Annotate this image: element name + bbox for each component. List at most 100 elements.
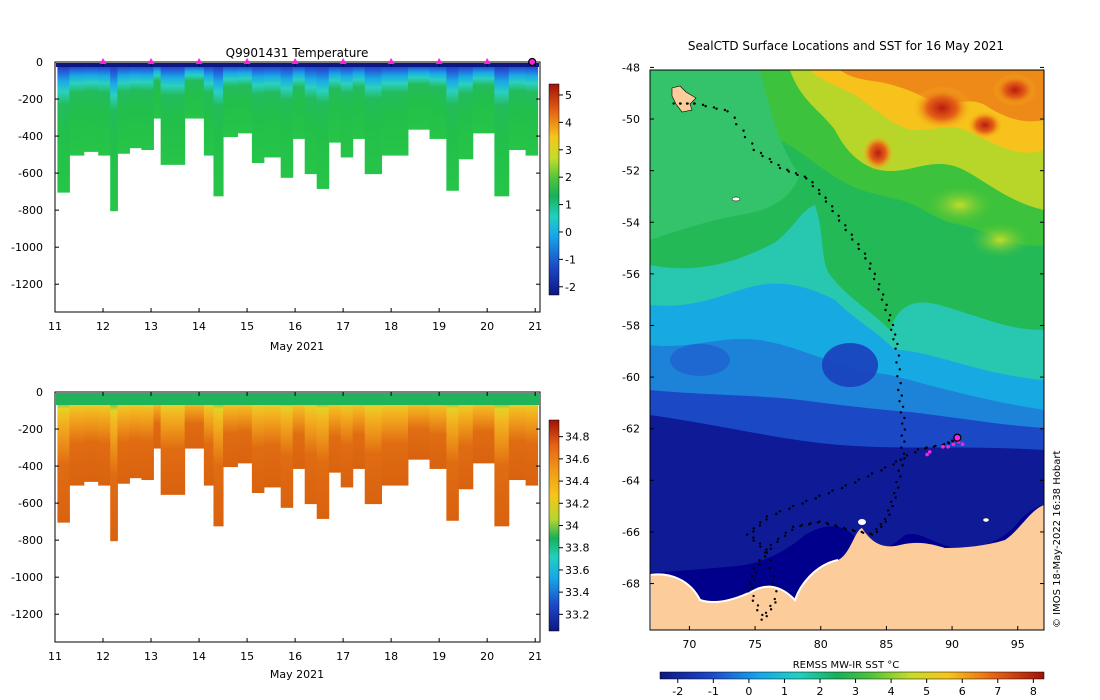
track-point xyxy=(890,500,893,504)
track-point xyxy=(894,460,898,463)
track-point xyxy=(878,282,881,286)
track-point xyxy=(891,504,894,508)
y-tick-label: -1000 xyxy=(11,571,43,584)
track-point xyxy=(765,518,768,521)
surface-layer xyxy=(56,393,539,405)
track-point xyxy=(770,582,774,585)
track-point xyxy=(814,497,817,500)
track-point xyxy=(897,388,900,392)
profile-marker xyxy=(483,58,491,64)
profile-column xyxy=(223,393,238,468)
sst-colorbar-tick-label: 1 xyxy=(781,685,788,698)
recent-profile-positions xyxy=(925,439,965,457)
track-point xyxy=(758,542,762,545)
profile-column xyxy=(472,63,495,134)
track-point xyxy=(830,205,834,208)
x-tick-label: 19 xyxy=(432,320,446,333)
y-tick-label: 0 xyxy=(36,56,43,69)
profile-column xyxy=(316,63,330,189)
sst-colorbar-tick-label: 3 xyxy=(852,685,859,698)
track-point xyxy=(898,399,901,403)
profile-column xyxy=(263,63,282,158)
profile-column xyxy=(129,63,142,149)
track-point xyxy=(857,247,861,251)
track-point xyxy=(891,323,895,327)
profile-marker-latest xyxy=(528,57,537,67)
recent-position xyxy=(951,442,956,446)
track-point xyxy=(894,496,897,499)
track-point xyxy=(901,405,905,408)
x-tick-label: 16 xyxy=(288,320,302,333)
profile-column xyxy=(237,63,253,134)
y-tick-label: -1000 xyxy=(11,241,43,254)
profile-column xyxy=(458,393,474,490)
lat-tick-label: -68 xyxy=(622,578,640,591)
recent-position xyxy=(925,452,929,457)
track-point xyxy=(950,439,954,442)
track-point xyxy=(750,574,754,578)
track-point xyxy=(791,504,795,508)
temperature-colorbar-ticks: 5 4 3 2 1 0 -1 -2 xyxy=(559,89,576,294)
track-point xyxy=(880,525,883,528)
profile-column xyxy=(364,393,383,505)
profile-column xyxy=(203,63,214,156)
track-point xyxy=(763,551,767,554)
track-point xyxy=(925,446,928,449)
x-tick-label: 17 xyxy=(336,320,350,333)
track-point xyxy=(903,416,906,420)
track-point xyxy=(791,525,795,528)
colorbar-tick-label: 34.2 xyxy=(565,497,590,510)
track-point xyxy=(900,422,904,425)
track-point xyxy=(784,531,787,534)
salinity-colorbar-ticks: 34.8 34.6 34.4 34.2 34 33.8 33.6 33.4 33.2 xyxy=(559,431,590,621)
profile-marker xyxy=(435,58,443,64)
track-point xyxy=(897,469,900,473)
profile-column xyxy=(98,393,111,486)
track-point xyxy=(902,452,906,455)
x-tick-label: 20 xyxy=(480,650,494,663)
track-point xyxy=(877,288,880,291)
colorbar-tick-label: 0 xyxy=(565,226,572,239)
track-point xyxy=(844,228,847,232)
track-point xyxy=(894,347,897,350)
profile-column xyxy=(352,393,366,469)
track-point xyxy=(881,293,885,296)
lat-tick-label: -58 xyxy=(622,319,640,332)
track-point xyxy=(901,464,904,467)
colorbar-tick-label: 34.8 xyxy=(565,431,590,444)
x-tick-label: 19 xyxy=(432,650,446,663)
y-tick-label: -1200 xyxy=(11,608,43,621)
sst-colorbar-tick-label: -1 xyxy=(708,685,719,698)
x-tick-label: 11 xyxy=(48,650,62,663)
lat-tick-label: -62 xyxy=(622,423,640,436)
y-tick-label: -800 xyxy=(18,534,43,547)
track-point xyxy=(864,257,867,260)
profile-column xyxy=(280,393,294,508)
track-point xyxy=(934,444,937,448)
track-point xyxy=(752,148,755,152)
profile-column xyxy=(446,393,459,521)
track-point xyxy=(872,277,876,281)
lon-tick-label: 80 xyxy=(814,638,828,651)
track-point xyxy=(759,151,763,155)
track-point xyxy=(903,428,907,431)
x-tick-label: 13 xyxy=(144,320,158,333)
track-point xyxy=(761,154,764,158)
track-point xyxy=(759,545,762,548)
recent-position xyxy=(927,450,932,454)
credit-text: © IMOS 18-May-2022 16:38 Hobart xyxy=(1052,451,1063,628)
track-point xyxy=(756,609,759,612)
profile-column xyxy=(340,393,354,488)
profile-marker xyxy=(195,58,203,64)
track-point xyxy=(851,529,855,532)
colorbar-tick-label: 33.2 xyxy=(565,608,590,621)
track-point xyxy=(837,219,841,222)
track-point xyxy=(811,184,815,188)
track-point xyxy=(875,528,878,531)
map-latitude-ticks: -48 -50 -52 -54 -56 -58 -60 -62 -64 -66 -68 xyxy=(622,61,1044,591)
profile-markers xyxy=(99,57,537,67)
track-point xyxy=(880,298,884,301)
track-point xyxy=(900,446,903,449)
track-point xyxy=(905,454,909,457)
